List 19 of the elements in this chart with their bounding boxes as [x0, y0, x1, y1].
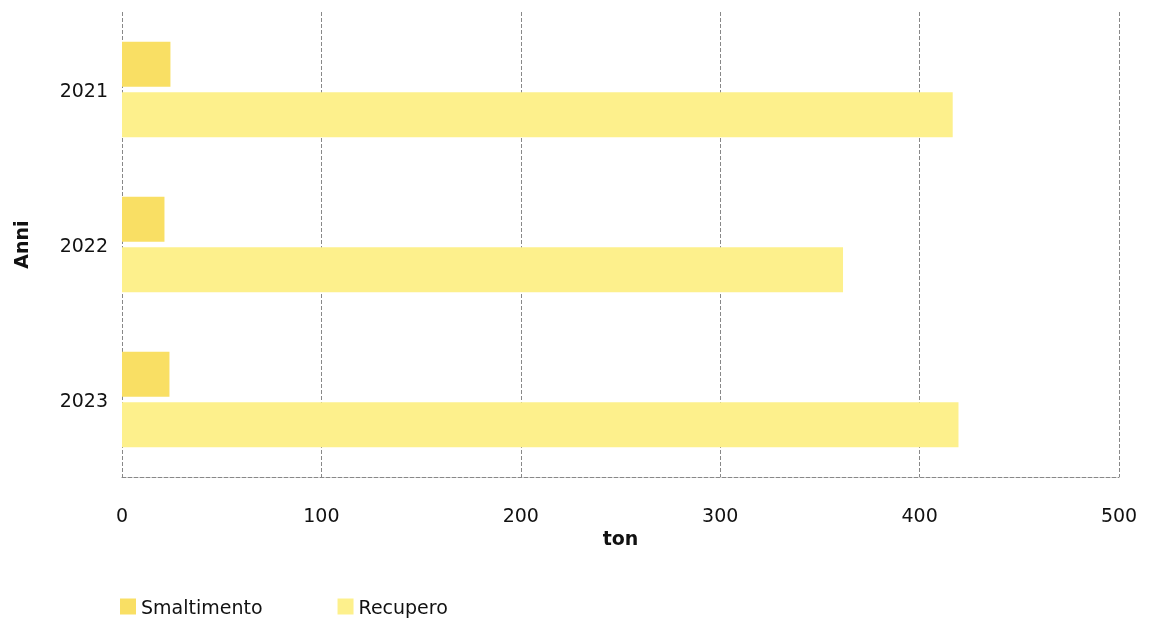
x-tick-label: 500: [1100, 503, 1138, 526]
x-tick-label: 100: [303, 503, 340, 526]
x-tick-label: 400: [901, 503, 938, 526]
bar: [122, 247, 844, 293]
legend-label: Recupero: [358, 595, 448, 618]
bar: [122, 196, 165, 242]
x-tick-label: 200: [502, 503, 539, 526]
y-tick-label: 2023: [59, 388, 108, 411]
bar: [122, 351, 170, 397]
legend-label: Smaltimento: [141, 595, 263, 618]
x-tick-label: 300: [702, 503, 739, 526]
bar: [122, 92, 953, 138]
bar: [122, 402, 959, 448]
y-tick-label: 2022: [59, 233, 108, 256]
y-axis-title: Anni: [9, 220, 32, 269]
bar: [122, 41, 171, 87]
x-tick-label: 0: [115, 503, 129, 526]
x-axis-title: ton: [602, 527, 639, 550]
y-tick-label: 2021: [59, 78, 108, 101]
